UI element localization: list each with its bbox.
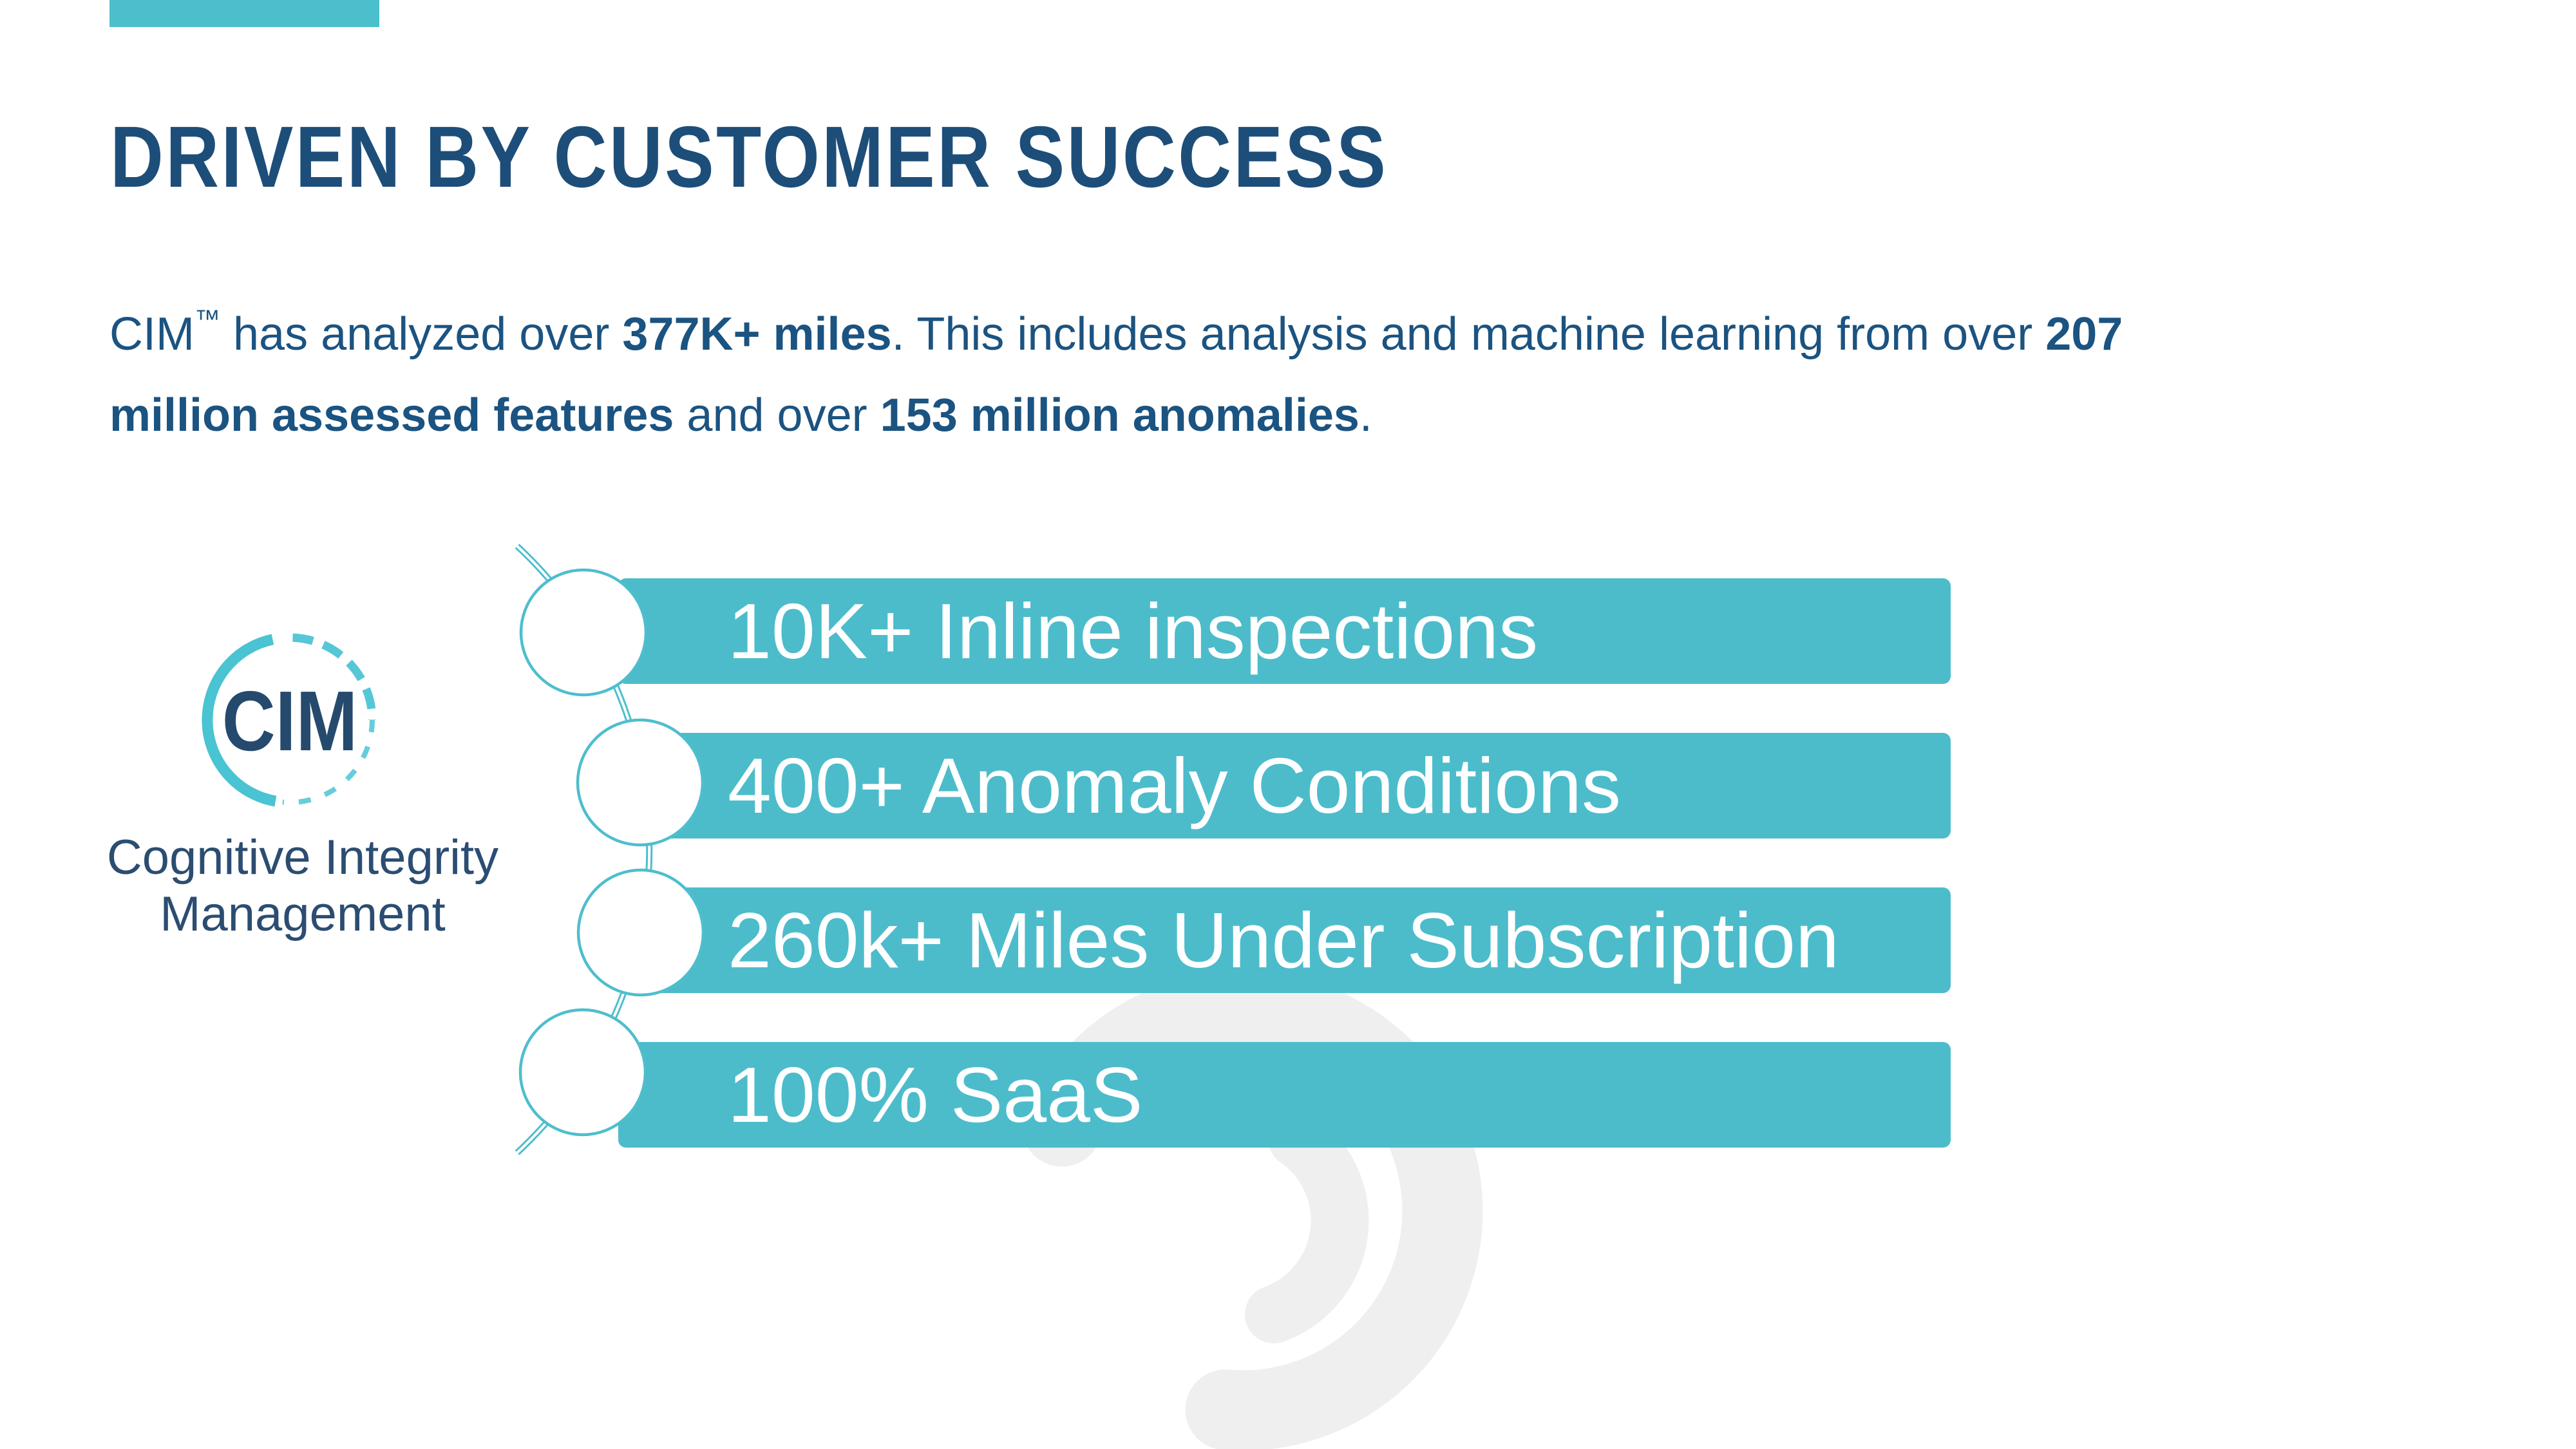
intro-bold-miles: 377K+ miles — [622, 308, 892, 360]
logo-acronym: CIM — [222, 674, 358, 768]
logo-name-line2: Management — [160, 887, 446, 942]
intro-bold-features: 207 — [2045, 308, 2123, 360]
stat-bar-label: 10K+ Inline inspections — [728, 587, 1539, 675]
intro-text: and over — [674, 390, 880, 441]
intro-bold-features: million assessed features — [109, 390, 674, 441]
stat-bar-label: 400+ Anomaly Conditions — [728, 742, 1621, 829]
intro-paragraph: CIM™ has analyzed over 377K+ miles. This… — [109, 298, 2299, 453]
intro-text: . — [1359, 390, 1372, 441]
stat-bar-label: 100% SaaS — [728, 1051, 1143, 1139]
trademark-symbol: ™ — [194, 305, 220, 334]
stat-bar-miles-subscription: 260k+ Miles Under Subscription — [618, 887, 1951, 993]
stat-bar-saas: 100% SaaS — [618, 1042, 1951, 1148]
top-accent-strip — [109, 0, 379, 27]
stat-bar-anomaly-conditions: 400+ Anomaly Conditions — [618, 733, 1951, 838]
stat-bar-inline-inspections: 10K+ Inline inspections — [618, 578, 1951, 684]
logo-name-line1: Cognitive Integrity — [106, 830, 499, 885]
stat-bar-label: 260k+ Miles Under Subscription — [728, 896, 1839, 984]
slide-title: DRIVEN BY CUSTOMER SUCCESS — [110, 108, 1388, 205]
intro-bold-anomalies: 153 million anomalies — [880, 390, 1359, 441]
watermark-inner-arc-icon — [1245, 1110, 1369, 1343]
logo-name: Cognitive Integrity Management — [97, 829, 509, 943]
intro-text: . This includes analysis and machine lea… — [891, 308, 2046, 360]
intro-text: has analyzed over — [220, 308, 623, 360]
intro-text: CIM — [109, 308, 194, 360]
